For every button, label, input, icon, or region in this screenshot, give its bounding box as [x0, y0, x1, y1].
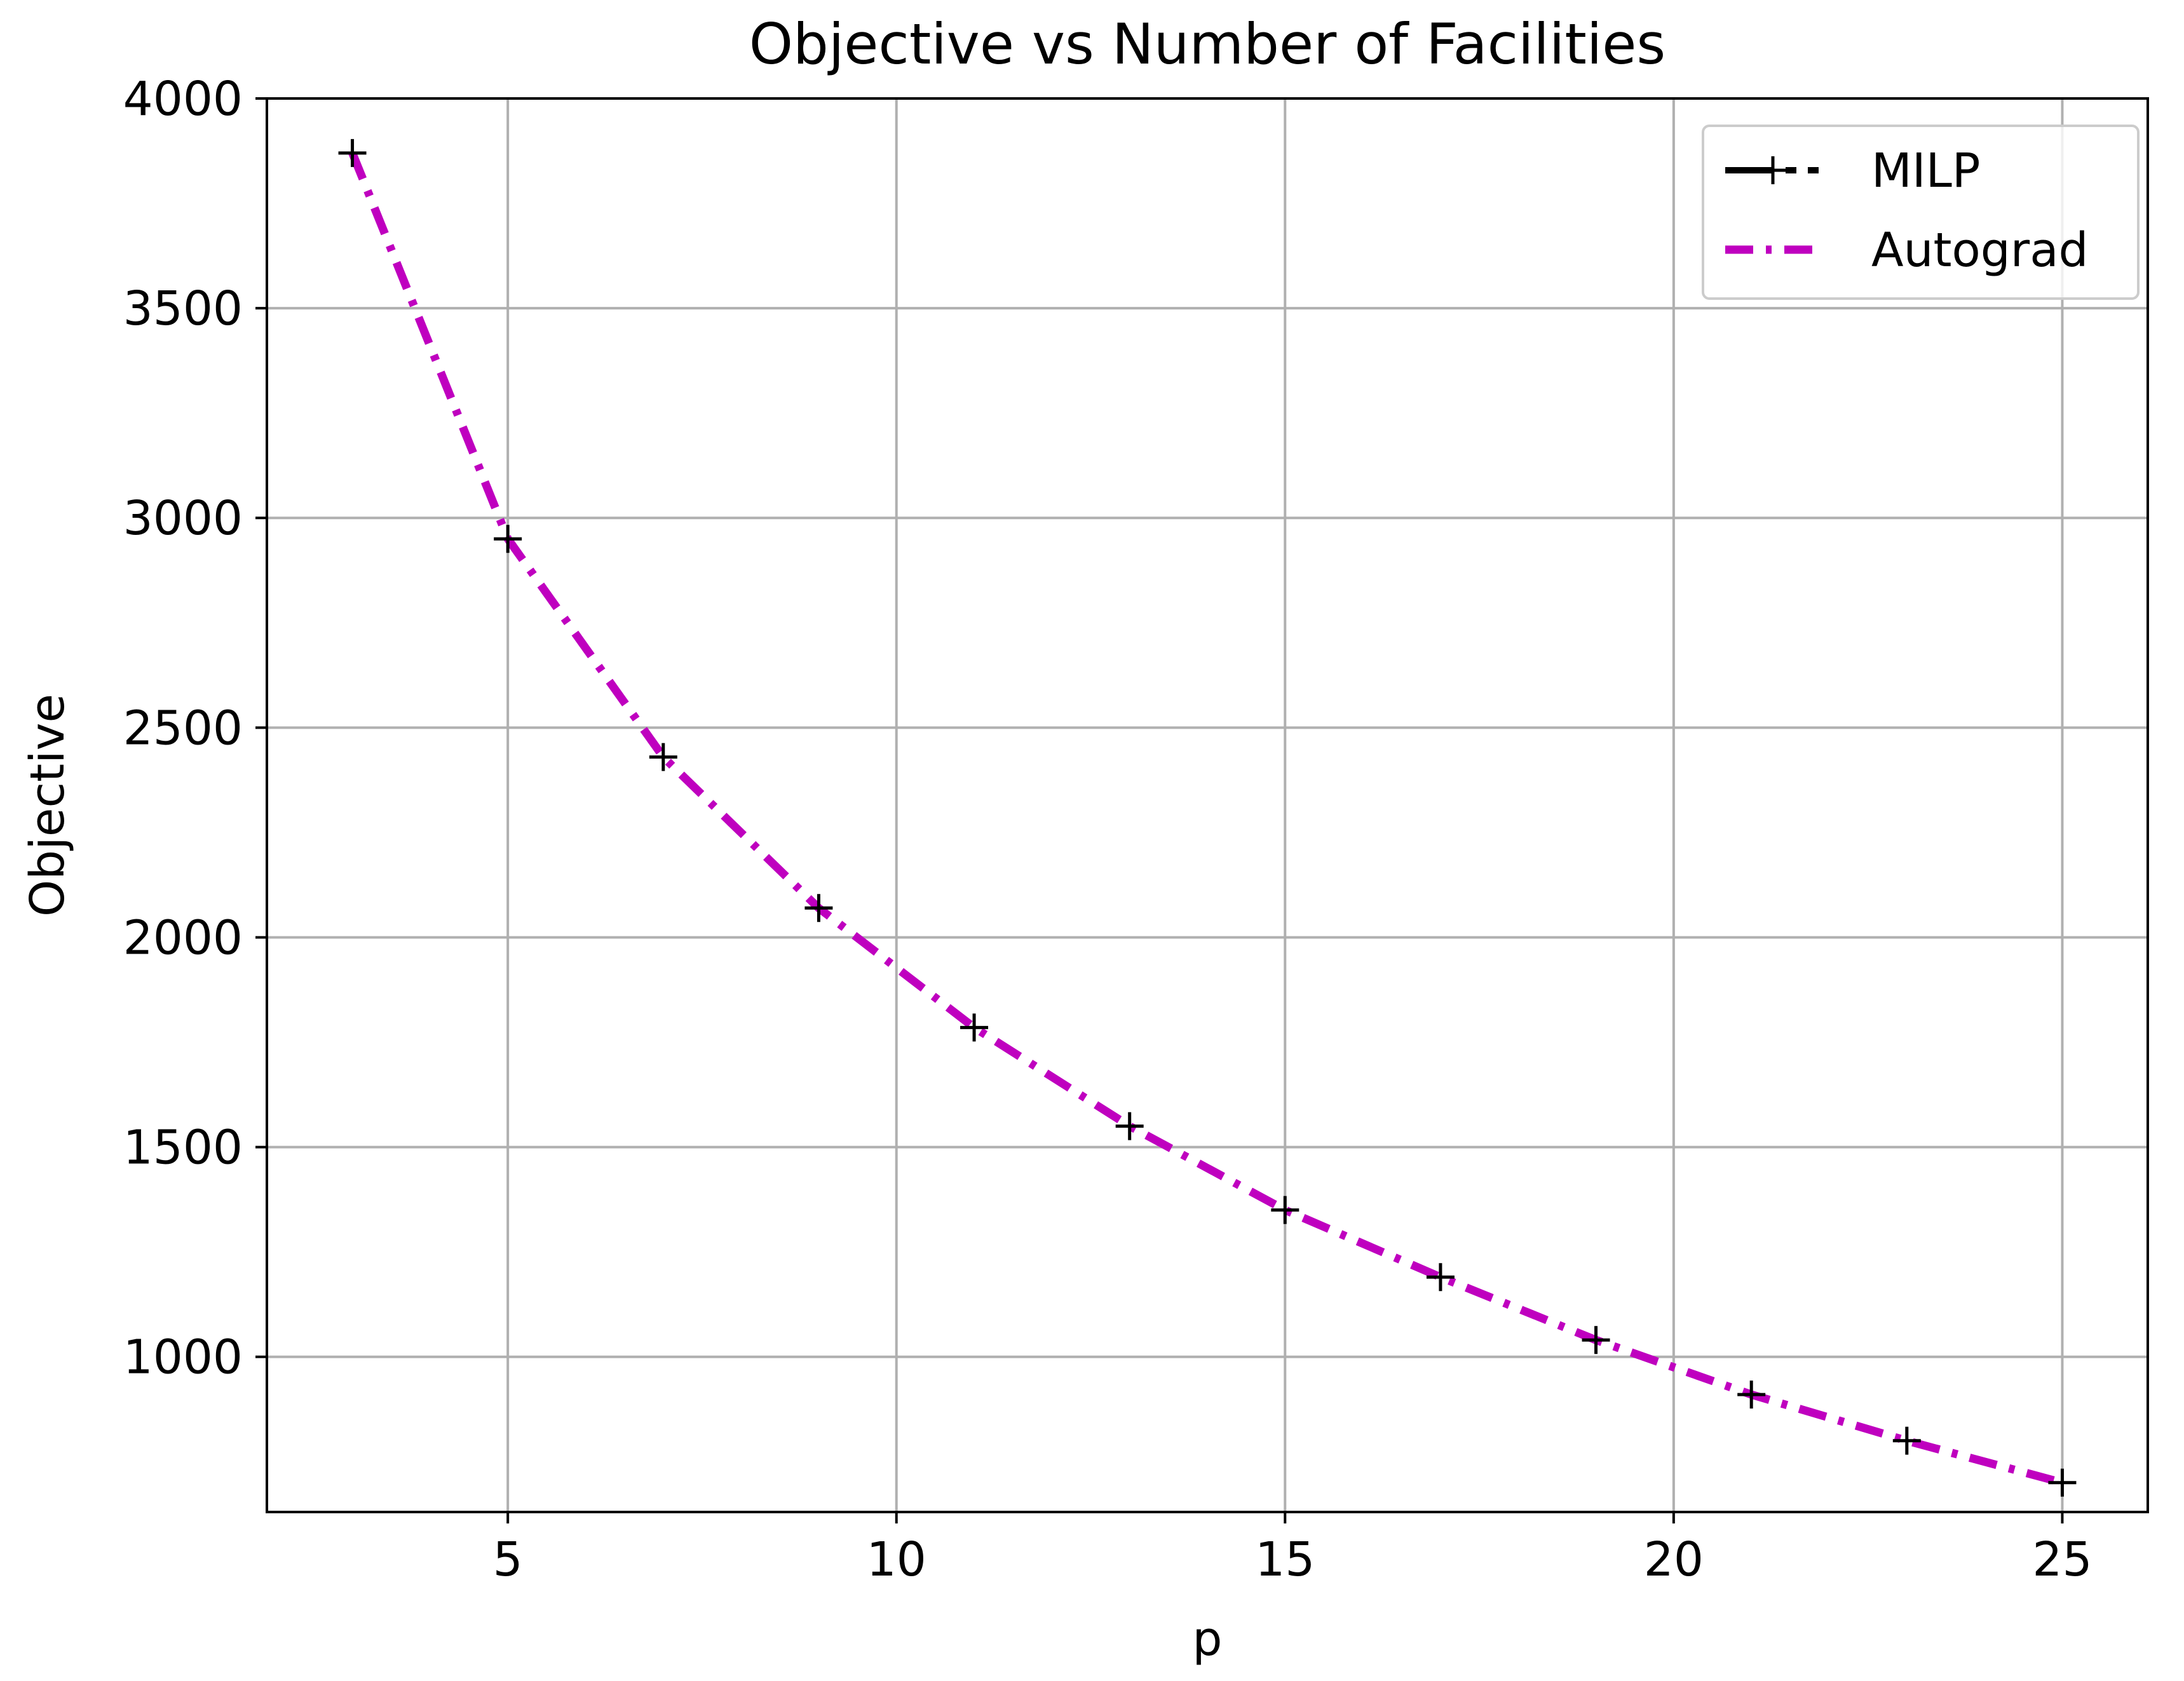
x-tick-label: 25: [2032, 1532, 2092, 1587]
x-axis-label: p: [1193, 1612, 1223, 1666]
ticks: 5 10 15 20 25 1000 1500 2000 2500 3000 3500 4000: [123, 72, 2092, 1587]
x-tick-label: 20: [1644, 1532, 1704, 1587]
y-tick-label: 4000: [123, 72, 243, 126]
legend-entries: MILP Autograd: [1725, 144, 2089, 278]
legend-label: Autograd: [1871, 223, 2089, 278]
milp-point: [1737, 1381, 1766, 1409]
y-axis-label: Objective: [20, 694, 75, 917]
milp-point: [1271, 1196, 1299, 1224]
milp-point: [649, 743, 677, 771]
series-layer: [338, 138, 2077, 1497]
milp-point: [960, 1013, 989, 1042]
y-tick-label: 1500: [123, 1121, 243, 1175]
legend-entry: Autograd: [1725, 223, 2089, 278]
y-tick-label: 3000: [123, 491, 243, 546]
y-tick-label: 2500: [123, 701, 243, 755]
milp-point: [1892, 1426, 1921, 1455]
legend-swatch-marker: [1759, 156, 1787, 184]
milp-point: [494, 525, 522, 553]
y-tick-label: 3500: [123, 281, 243, 336]
milp-point: [804, 894, 833, 922]
x-tick-label: 5: [493, 1532, 523, 1587]
milp-point: [338, 138, 367, 167]
milp-point: [1582, 1326, 1610, 1354]
y-tick-label: 2000: [123, 910, 243, 965]
x-tick-label: 10: [867, 1532, 926, 1587]
grid: [267, 97, 2148, 1512]
milp-point: [2048, 1468, 2077, 1497]
series-milp: [338, 138, 2077, 1497]
x-tick-label: 15: [1255, 1532, 1315, 1587]
series-line-autograd: [348, 151, 2064, 1487]
legend: MILP Autograd: [1702, 125, 2140, 300]
chart-title: Objective vs Number of Facilities: [749, 11, 1666, 77]
milp-point: [1426, 1263, 1455, 1292]
legend-label: MILP: [1871, 144, 1981, 198]
milp-point: [1115, 1112, 1144, 1140]
plot-frame: [266, 97, 2149, 1513]
legend-entry: MILP: [1725, 144, 1981, 198]
y-tick-label: 1000: [123, 1330, 243, 1385]
